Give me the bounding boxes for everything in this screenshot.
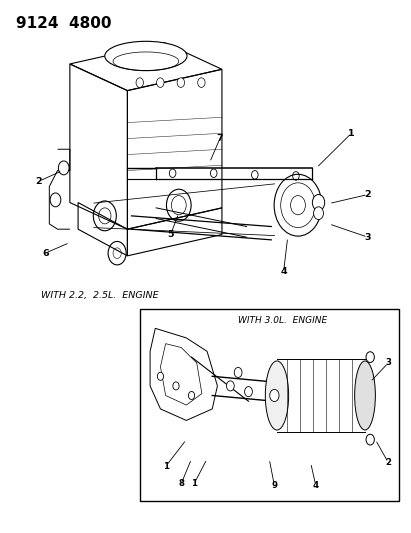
Ellipse shape [266,361,289,430]
Circle shape [270,390,279,401]
Bar [140,309,399,501]
Circle shape [210,169,217,177]
Circle shape [314,207,323,220]
Circle shape [169,169,176,177]
Circle shape [226,381,234,391]
Circle shape [252,171,258,179]
Text: 1: 1 [163,462,169,471]
Circle shape [188,391,195,400]
Text: 2: 2 [386,458,391,467]
Circle shape [291,196,305,215]
Circle shape [157,78,164,87]
Circle shape [177,78,185,87]
Circle shape [366,434,374,445]
Circle shape [136,78,143,87]
Text: WITH 2.2,  2.5L.  ENGINE: WITH 2.2, 2.5L. ENGINE [41,292,159,300]
Text: 9: 9 [271,481,277,490]
Circle shape [173,382,179,390]
Circle shape [58,161,69,175]
Text: 2: 2 [365,190,371,199]
Text: 4: 4 [313,481,319,490]
Text: 2: 2 [36,177,42,185]
Text: 1: 1 [348,129,355,138]
Ellipse shape [105,41,187,70]
Text: WITH 3.0L.  ENGINE: WITH 3.0L. ENGINE [238,316,327,325]
Text: 8: 8 [178,479,184,488]
Text: 4: 4 [280,268,287,276]
Circle shape [234,367,242,377]
Text: 3: 3 [365,233,371,241]
Circle shape [157,372,164,381]
Text: 1: 1 [191,479,197,488]
Text: 9124  4800: 9124 4800 [16,16,112,31]
Circle shape [50,193,61,207]
Circle shape [366,352,374,362]
Ellipse shape [355,361,375,430]
Text: 7: 7 [217,134,223,143]
Circle shape [293,172,299,180]
Text: 3: 3 [386,358,391,367]
Circle shape [198,78,205,87]
Text: 6: 6 [42,249,48,257]
Circle shape [245,386,252,397]
Text: 5: 5 [167,230,174,239]
Circle shape [312,195,325,211]
